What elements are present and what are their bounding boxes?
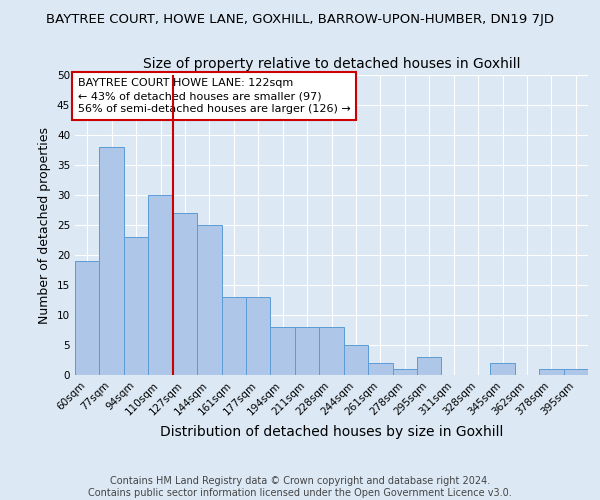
- Bar: [271, 327, 295, 375]
- X-axis label: Distribution of detached houses by size in Goxhill: Distribution of detached houses by size …: [160, 425, 503, 439]
- Text: BAYTREE COURT HOWE LANE: 122sqm
← 43% of detached houses are smaller (97)
56% of: BAYTREE COURT HOWE LANE: 122sqm ← 43% of…: [77, 78, 350, 114]
- Y-axis label: Number of detached properties: Number of detached properties: [38, 126, 52, 324]
- Bar: [563, 369, 588, 375]
- Bar: [148, 195, 173, 375]
- Bar: [392, 369, 417, 375]
- Bar: [319, 327, 344, 375]
- Text: BAYTREE COURT, HOWE LANE, GOXHILL, BARROW-UPON-HUMBER, DN19 7JD: BAYTREE COURT, HOWE LANE, GOXHILL, BARRO…: [46, 12, 554, 26]
- Bar: [75, 261, 100, 375]
- Bar: [368, 363, 392, 375]
- Bar: [221, 297, 246, 375]
- Bar: [246, 297, 271, 375]
- Bar: [490, 363, 515, 375]
- Bar: [539, 369, 563, 375]
- Bar: [344, 345, 368, 375]
- Bar: [100, 147, 124, 375]
- Text: Contains HM Land Registry data © Crown copyright and database right 2024.
Contai: Contains HM Land Registry data © Crown c…: [88, 476, 512, 498]
- Bar: [417, 357, 442, 375]
- Bar: [124, 237, 148, 375]
- Bar: [173, 213, 197, 375]
- Bar: [295, 327, 319, 375]
- Bar: [197, 225, 221, 375]
- Title: Size of property relative to detached houses in Goxhill: Size of property relative to detached ho…: [143, 57, 520, 71]
